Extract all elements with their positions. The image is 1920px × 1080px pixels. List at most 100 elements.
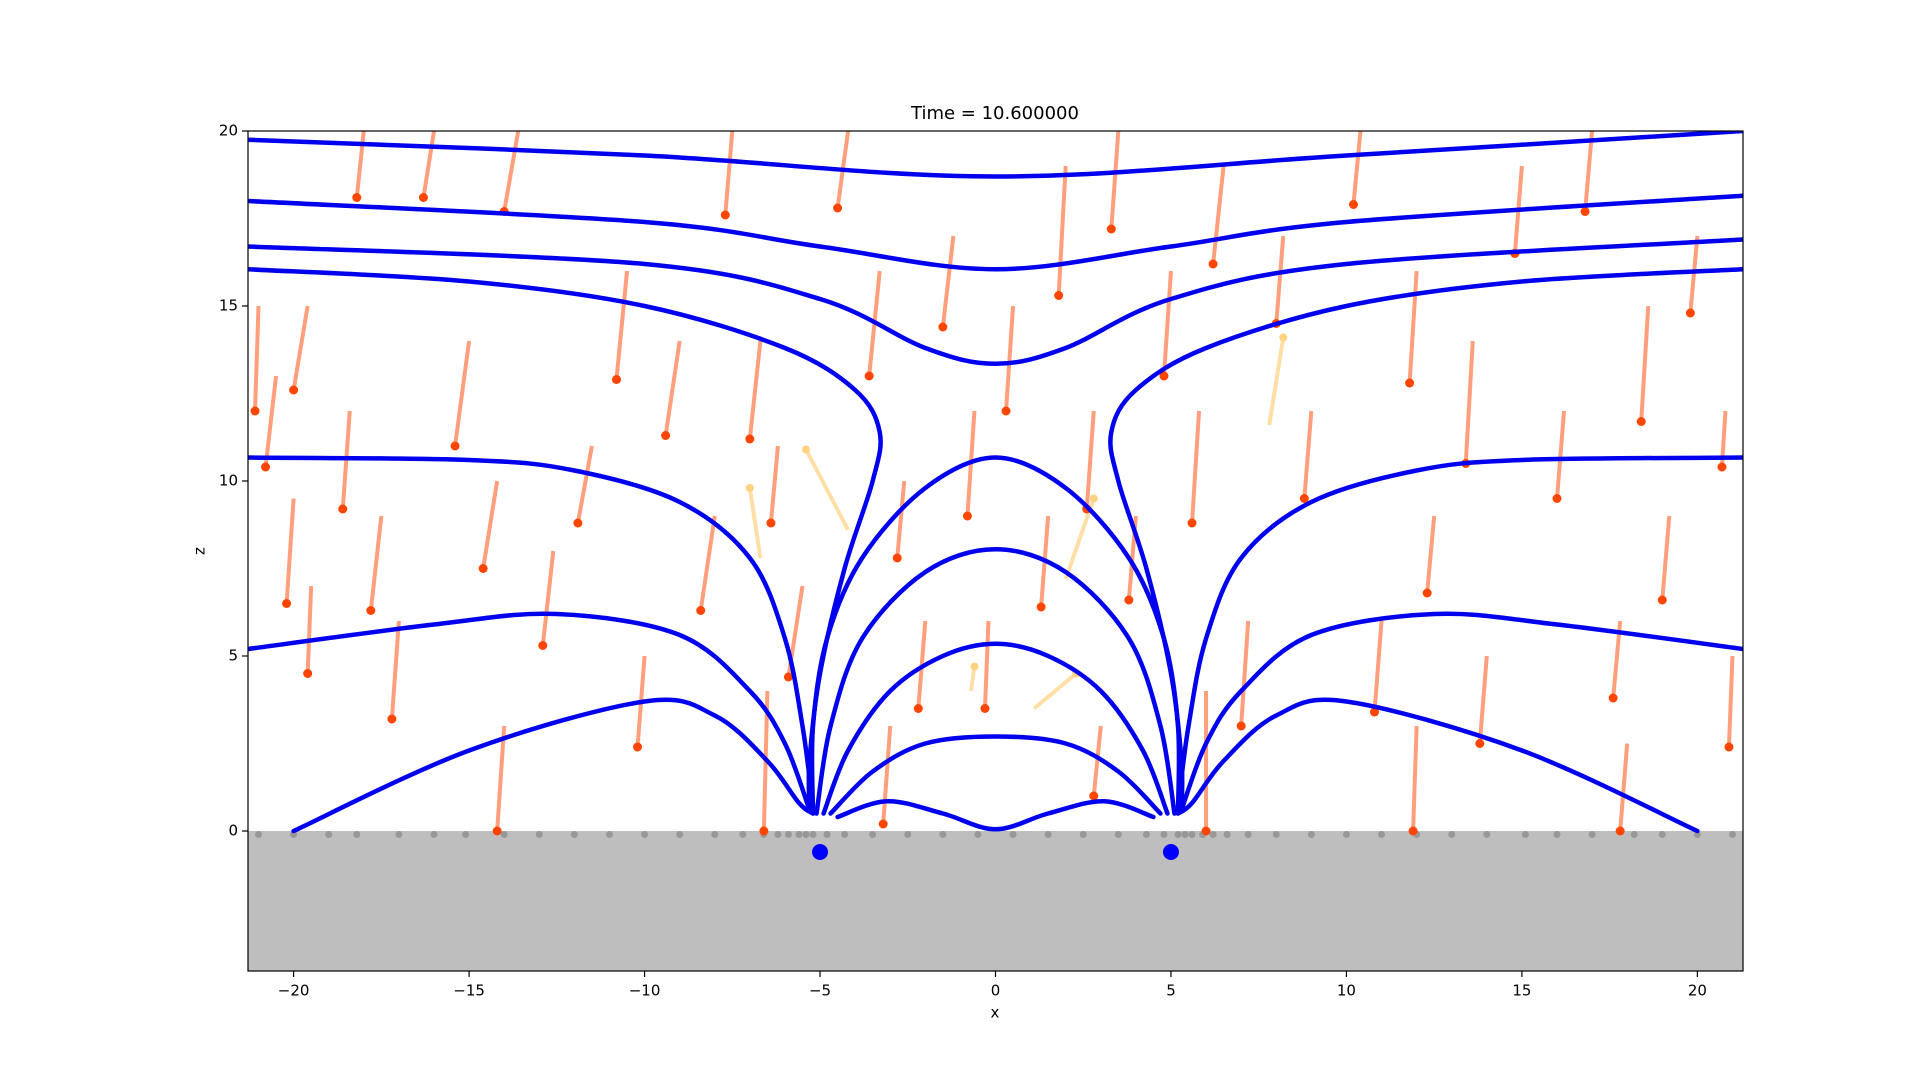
trail	[1463, 340, 1475, 464]
trail	[895, 480, 907, 559]
trail-head	[783, 672, 793, 682]
ground-particle	[1307, 831, 1315, 838]
trail-head	[1036, 602, 1046, 612]
trail-head	[418, 193, 428, 202]
trail-head	[745, 434, 755, 444]
x-tick-label: −15	[453, 982, 485, 1000]
faded-trail	[804, 448, 850, 531]
faded-trail	[968, 666, 977, 692]
trail	[291, 305, 310, 391]
source	[1162, 844, 1179, 860]
ground-particle	[290, 831, 298, 838]
field-line	[828, 734, 1163, 816]
ground-particle	[325, 831, 333, 838]
x-tick-label: 5	[1166, 982, 1176, 1000]
trail-head	[1657, 595, 1667, 605]
ground-particle	[1142, 831, 1150, 838]
y-axis-label: z	[191, 547, 209, 555]
trail-head	[1580, 207, 1590, 216]
trail	[1056, 165, 1068, 296]
field-line	[835, 798, 1156, 832]
ground-particle	[1378, 831, 1386, 838]
trail	[1726, 655, 1735, 748]
trail-head	[366, 606, 376, 615]
trail-head	[696, 606, 706, 615]
trail-head	[1159, 371, 1169, 381]
ground-particle	[353, 831, 361, 838]
trail-head	[282, 599, 292, 608]
ground-particle	[1244, 831, 1252, 838]
ground-particle	[535, 831, 543, 838]
x-axis-label: x	[991, 1004, 1000, 1022]
trail	[663, 340, 682, 436]
ground-particle	[1693, 831, 1701, 838]
faded-trail-head	[970, 662, 979, 671]
trail	[1425, 515, 1437, 594]
ground-particle	[570, 831, 578, 838]
ground-particle	[1181, 831, 1189, 838]
trail-head	[661, 431, 671, 440]
trail-head	[1724, 742, 1734, 752]
faded-trail	[1032, 671, 1078, 711]
field-line	[248, 611, 812, 813]
field-line	[809, 455, 1182, 816]
trail	[768, 445, 780, 524]
trail-head	[633, 742, 643, 752]
ground-particle	[1342, 831, 1350, 838]
ground-particle	[784, 831, 792, 838]
ground-particle	[255, 831, 263, 838]
ground-particle	[774, 831, 782, 838]
ground-particle	[795, 831, 803, 838]
ground-particle	[841, 831, 849, 838]
field-line	[1175, 697, 1700, 834]
ground-particle	[1079, 831, 1087, 838]
trail-head	[913, 704, 923, 713]
ground-particle	[1728, 831, 1736, 838]
trail	[1109, 131, 1121, 230]
trail	[723, 131, 735, 216]
field-line	[248, 131, 1743, 179]
trail-head	[1636, 417, 1646, 426]
trail	[305, 585, 314, 674]
trail-head	[938, 322, 948, 332]
ground-particle	[1521, 831, 1529, 838]
trail-head	[1685, 308, 1695, 318]
trail-head	[1106, 224, 1116, 234]
trail-head	[1608, 693, 1618, 703]
trail-head	[1552, 494, 1562, 503]
trail-head	[352, 193, 362, 202]
trail	[284, 498, 296, 604]
faded-trail	[1267, 337, 1286, 426]
ground-particle	[1272, 831, 1280, 838]
ground-particle	[1188, 831, 1196, 838]
trail-head	[892, 553, 902, 563]
ground-particle	[974, 831, 982, 838]
trail-head	[864, 371, 874, 381]
ground-particle	[1658, 831, 1666, 838]
trail-head	[1187, 518, 1197, 528]
trail-head	[387, 714, 397, 724]
x-tick-label: 0	[991, 982, 1001, 1000]
trail	[1351, 131, 1363, 205]
trail-head	[766, 518, 776, 528]
trail	[1583, 131, 1595, 212]
field-line	[248, 455, 816, 809]
trail-head	[759, 826, 769, 836]
trail-head	[1201, 826, 1211, 836]
trail-head	[261, 462, 271, 472]
trail-head	[573, 518, 583, 528]
faded-trail	[747, 487, 763, 559]
y-tick-label: 0	[228, 822, 238, 840]
field-line	[248, 267, 883, 813]
x-tick-label: −5	[809, 982, 831, 1000]
ground-particle	[1630, 831, 1638, 838]
trail-head	[1348, 200, 1358, 209]
ground-particle	[1114, 831, 1122, 838]
trail-head	[338, 504, 348, 514]
trail	[453, 340, 472, 447]
trail	[1190, 410, 1202, 524]
x-tick-label: −10	[629, 982, 661, 1000]
x-tick-label: 10	[1337, 982, 1356, 1000]
ground-particle	[462, 831, 470, 838]
y-tick-label: 5	[228, 647, 238, 665]
